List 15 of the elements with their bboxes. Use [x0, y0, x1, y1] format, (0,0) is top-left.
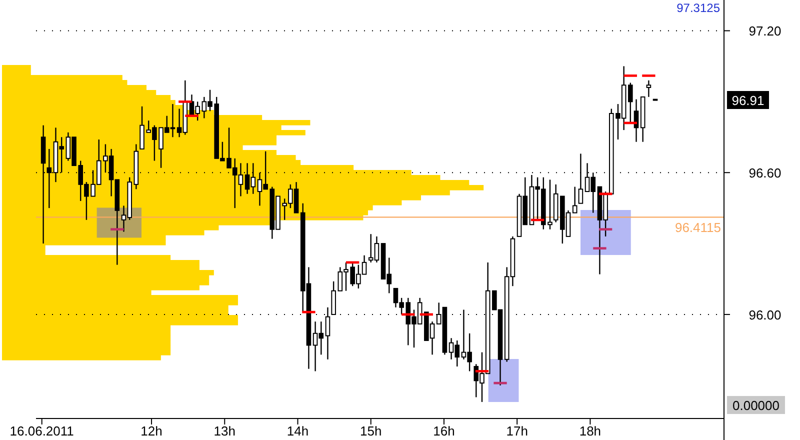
x-tick-label: 15h: [360, 424, 382, 438]
y-tick-label: 97.20: [748, 24, 782, 39]
x-tick-label: 16h: [433, 424, 455, 438]
x-tick-label: 17h: [506, 424, 528, 438]
ref-line-label: 96.4115: [674, 220, 721, 236]
x-tick-label: 12h: [140, 424, 162, 438]
annotation: 97.3125: [676, 1, 720, 15]
x-tick-label: 18h: [579, 424, 602, 438]
text: 0.00000: [732, 398, 780, 413]
text: 96.91: [732, 93, 764, 108]
x-tick-label: 16.06.2011: [10, 424, 74, 438]
x-tick-label: 13h: [214, 424, 236, 438]
x-tick-label: 14h: [286, 424, 309, 438]
y-tick-label: 96.00: [748, 307, 782, 322]
y-tick-label: 96.60: [748, 166, 782, 181]
